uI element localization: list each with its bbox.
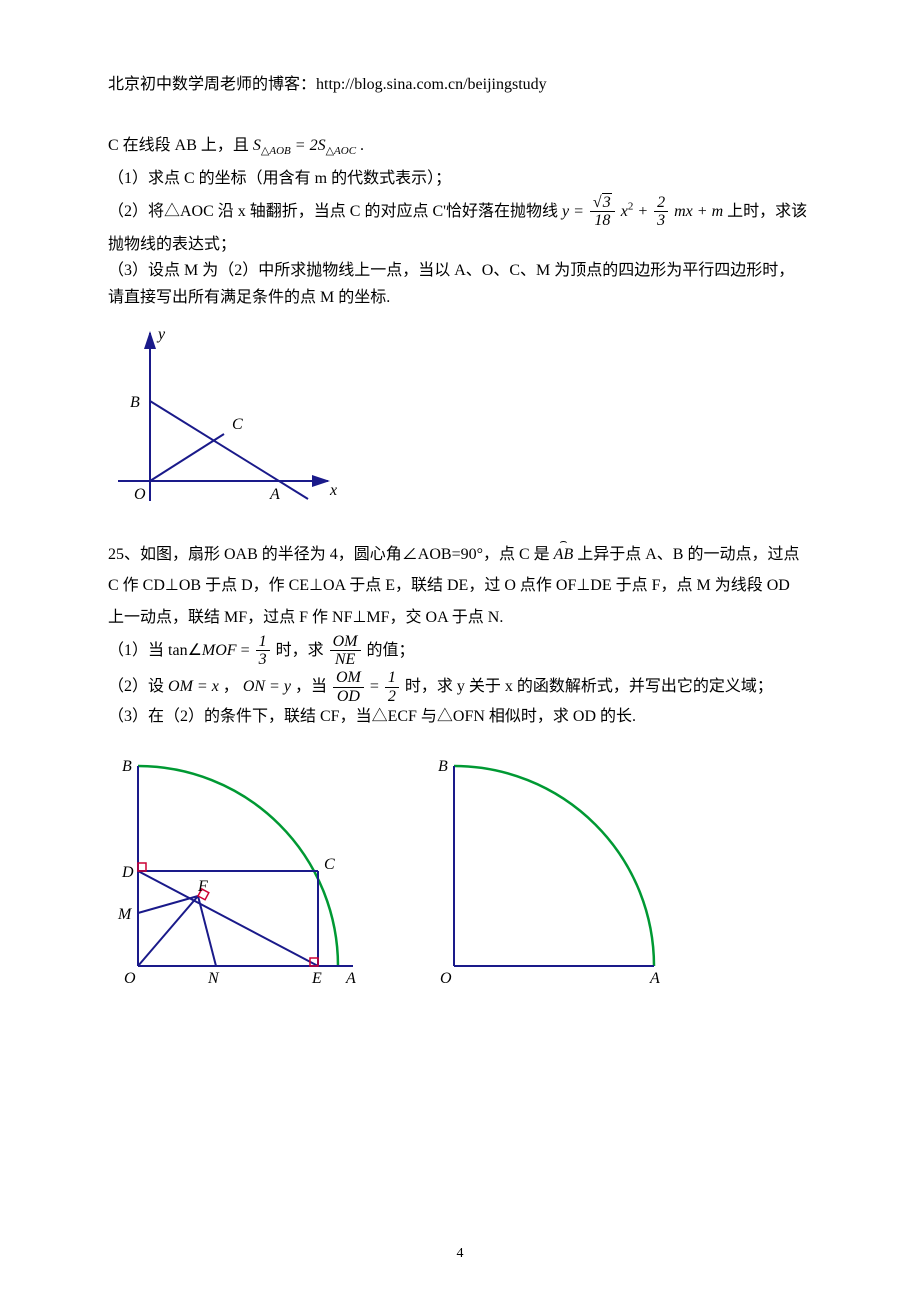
text-fragment: （2）将△AOC 沿 x 轴翻折，当点 C 的对应点 C'恰好落在抛物线: [108, 203, 558, 220]
svg-text:A: A: [649, 970, 660, 987]
p25-line3: 上一动点，联结 MF，过点 F 作 NF⊥MF，交 OA 于点 N.: [108, 602, 812, 633]
figure-1-svg: y x O A B C: [108, 321, 348, 511]
q3-line1: （3）设点 M 为（2）中所求抛物线上一点，当以 A、O、C、M 为顶点的四边形…: [108, 260, 812, 282]
text-fragment: tan∠: [168, 642, 202, 659]
text-fragment: C 在线段 AB 上，且: [108, 137, 249, 154]
text-fragment: =: [241, 642, 254, 659]
svg-text:D: D: [121, 864, 134, 881]
figure-row-25: B D M O N E A C F B O A: [108, 741, 812, 991]
svg-text:B: B: [438, 758, 448, 775]
svg-text:y: y: [156, 326, 166, 343]
p25-q2: （2）设 OM = x ， ON = y ，当 OMOD = 12 时，求 y …: [108, 669, 812, 705]
arc-ab: AB: [554, 546, 574, 563]
svg-text:B: B: [130, 394, 140, 411]
svg-text:A: A: [345, 970, 356, 987]
q3-line2: 请直接写出所有满足条件的点 M 的坐标.: [108, 287, 812, 309]
page-header: 北京初中数学周老师的博客：http://blog.sina.com.cn/bei…: [108, 70, 812, 94]
p25-line1: 25、如图，扇形 OAB 的半径为 4，圆心角∠AOB=90°，点 C 是 AB…: [108, 539, 812, 570]
page-number: 4: [0, 1246, 920, 1262]
line-c-on-ab: C 在线段 AB 上，且 S△AOB = 2S△AOC .: [108, 130, 812, 163]
text-fragment: 的值；: [367, 642, 415, 659]
svg-text:O: O: [124, 970, 136, 987]
text-fragment: 上时，求该: [727, 203, 807, 220]
svg-text:C: C: [232, 416, 243, 433]
q2-line1: （2）将△AOC 沿 x 轴翻折，当点 C 的对应点 C'恰好落在抛物线 y =…: [108, 194, 812, 230]
text-fragment: 时，求: [276, 642, 324, 659]
formula-s-rel: S△AOB = 2S△AOC: [253, 137, 360, 154]
figure-3-svg: B O A: [424, 741, 684, 991]
p25-line2: C 作 CD⊥OB 于点 D，作 CE⊥OA 于点 E，联结 DE，过 O 点作…: [108, 570, 812, 601]
text-fragment: 时，求 y 关于 x 的函数解析式，并写出它的定义域；: [405, 678, 773, 695]
svg-text:x: x: [329, 482, 337, 499]
formula-parabola: y = 318 x2 + 23 mx + m: [562, 203, 727, 220]
p25-q1: （1）当 tan∠MOF = 13 时，求 OMNE 的值；: [108, 633, 812, 669]
figure-1: y x O A B C: [108, 321, 812, 511]
svg-text:B: B: [122, 758, 132, 775]
svg-text:O: O: [134, 486, 146, 503]
p25-q3: （3）在（2）的条件下，联结 CF，当△ECF 与△OFN 相似时，求 OD 的…: [108, 705, 812, 729]
formula-on-y: ON = y: [243, 678, 291, 695]
formula-tan-mof: tan∠MOF = 13: [168, 642, 276, 659]
svg-text:F: F: [197, 878, 208, 895]
q2-line2: 抛物线的表达式；: [108, 234, 812, 256]
q1-line: （1）求点 C 的坐标（用含有 m 的代数式表示）；: [108, 163, 812, 194]
formula-om-ne: OMNE: [328, 642, 367, 659]
text-fragment: ，: [223, 678, 239, 695]
text-fragment: MOF: [202, 642, 237, 659]
text-fragment: .: [360, 137, 364, 154]
text-fragment: 上异于点 A、B 的一动点，过点: [577, 546, 799, 563]
text-fragment: 25、如图，扇形 OAB 的半径为 4，圆心角∠AOB=90°，点 C 是: [108, 546, 550, 563]
formula-om-od: OMOD = 12: [331, 678, 405, 695]
page-container: 北京初中数学周老师的博客：http://blog.sina.com.cn/bei…: [0, 0, 920, 1302]
svg-text:A: A: [269, 486, 280, 503]
svg-text:O: O: [440, 970, 452, 987]
svg-text:C: C: [324, 856, 335, 873]
figure-2-svg: B D M O N E A C F: [108, 741, 368, 991]
formula-om-x: OM = x: [168, 678, 219, 695]
text-fragment: （2）设: [108, 678, 164, 695]
text-fragment: （1）当: [108, 642, 164, 659]
svg-text:M: M: [117, 906, 133, 923]
text-fragment: ，当: [295, 678, 327, 695]
svg-text:E: E: [311, 970, 322, 987]
svg-text:N: N: [207, 970, 220, 987]
